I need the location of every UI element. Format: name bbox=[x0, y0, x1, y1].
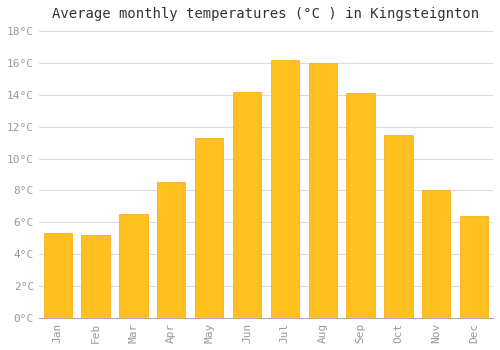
Bar bbox=[82, 235, 110, 318]
Bar bbox=[44, 233, 72, 318]
Bar bbox=[195, 138, 224, 318]
Bar bbox=[308, 63, 337, 318]
Bar bbox=[233, 92, 261, 318]
Bar bbox=[422, 190, 450, 318]
Bar bbox=[384, 135, 412, 318]
Bar bbox=[346, 93, 375, 318]
Bar bbox=[270, 60, 299, 318]
Bar bbox=[157, 182, 186, 318]
Title: Average monthly temperatures (°C ) in Kingsteignton: Average monthly temperatures (°C ) in Ki… bbox=[52, 7, 480, 21]
Bar bbox=[119, 214, 148, 318]
Bar bbox=[460, 216, 488, 318]
